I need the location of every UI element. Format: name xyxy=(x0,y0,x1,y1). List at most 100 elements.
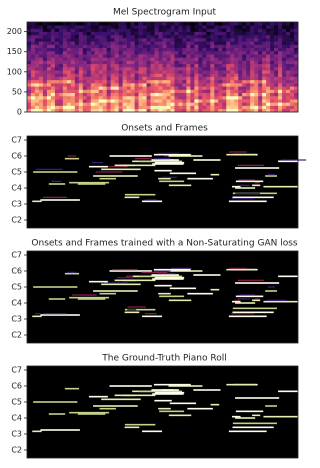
spectrogram-cell xyxy=(214,25,219,29)
spectrogram-cell xyxy=(114,44,119,49)
spectrogram-cell xyxy=(294,57,299,61)
spectrogram-cell xyxy=(150,86,155,90)
spectrogram-cell xyxy=(250,95,255,100)
spectrogram-cell xyxy=(62,38,68,42)
spectrogram-cell xyxy=(194,44,199,49)
spectrogram-cell xyxy=(110,54,115,58)
spectrogram-cell xyxy=(142,67,147,71)
spectrogram-cell xyxy=(42,47,48,52)
spectrogram-cell xyxy=(54,47,60,52)
spectrogram-cell xyxy=(198,89,203,94)
spectrogram-cell xyxy=(98,79,104,84)
spectrogram-cell xyxy=(42,95,48,100)
spectrogram-cell xyxy=(262,108,267,113)
spectrogram-cell xyxy=(58,108,64,113)
spectrogram-cell xyxy=(27,70,32,74)
spectrogram-cell xyxy=(222,73,227,77)
spectrogram-cell xyxy=(250,25,255,29)
spectrogram-cell xyxy=(266,34,271,39)
spectrogram-cell xyxy=(210,47,215,52)
plot-frame xyxy=(26,21,299,113)
spectrogram-cell xyxy=(114,70,119,74)
spectrogram-cell xyxy=(234,60,239,65)
spectrogram-cell xyxy=(182,25,187,29)
spectrogram-cell xyxy=(110,67,115,71)
spectrogram-cell xyxy=(270,60,275,65)
spectrogram-cell xyxy=(34,105,40,110)
spectrogram-cell xyxy=(102,54,108,58)
spectrogram-cell xyxy=(206,99,211,103)
spectrogram-cell xyxy=(218,28,223,32)
spectrogram-cell xyxy=(50,41,56,45)
spectrogram-cell xyxy=(202,86,207,90)
spectrogram-cell xyxy=(238,54,243,58)
spectrogram-cell xyxy=(114,86,119,90)
spectrogram-cell xyxy=(110,41,115,45)
spectrogram-cell xyxy=(262,47,267,52)
spectrogram-cell xyxy=(98,47,104,52)
spectrogram-cell xyxy=(154,83,159,87)
spectrogram-cell xyxy=(254,73,259,77)
spectrogram-cell xyxy=(242,25,247,29)
spectrogram-cell xyxy=(262,50,267,55)
spectrogram-cell xyxy=(158,73,163,77)
spectrogram-cell xyxy=(146,34,151,39)
spectrogram-cell xyxy=(206,28,211,32)
spectrogram-cell xyxy=(206,57,211,61)
spectrogram-cell xyxy=(238,89,243,94)
spectrogram-cell xyxy=(258,89,263,94)
spectrogram-cell xyxy=(202,102,207,106)
spectrogram-cell xyxy=(118,38,123,42)
note xyxy=(235,167,280,169)
spectrogram-cell xyxy=(290,28,295,32)
spectrogram-cell xyxy=(142,60,147,65)
spectrogram-cell xyxy=(86,86,92,90)
spectrogram-cell xyxy=(154,57,159,61)
spectrogram-cell xyxy=(162,73,167,77)
spectrogram-cell xyxy=(178,83,183,87)
spectrogram-cell xyxy=(66,44,72,49)
spectrogram-cell xyxy=(254,38,259,42)
spectrogram-cell xyxy=(178,79,183,84)
spectrogram-cell xyxy=(98,25,104,29)
spectrogram-cell xyxy=(214,108,219,113)
spectrogram-cell xyxy=(182,31,187,36)
spectrogram-cell xyxy=(182,57,187,61)
spectrogram-cell xyxy=(126,50,131,55)
spectrogram-cell xyxy=(178,70,183,74)
spectrogram-cell xyxy=(78,60,84,65)
spectrogram-cell xyxy=(282,47,287,52)
spectrogram-cell xyxy=(46,76,52,81)
spectrogram-cell xyxy=(206,25,211,29)
spectrogram-cell xyxy=(226,73,231,77)
spectrogram-cell xyxy=(238,28,243,32)
spectrogram-cell xyxy=(286,41,291,45)
spectrogram-cell xyxy=(226,102,231,106)
spectrogram-cell xyxy=(78,102,84,106)
spectrogram-cell xyxy=(158,86,163,90)
spectrogram-cell xyxy=(27,31,32,36)
spectrogram-cell xyxy=(74,54,80,58)
spectrogram-cell xyxy=(294,83,299,87)
note xyxy=(263,415,298,418)
spectrogram-cell xyxy=(82,92,88,97)
spectrogram-cell xyxy=(82,50,88,55)
spectrogram-cell xyxy=(98,105,104,110)
spectrogram-cell xyxy=(46,31,52,36)
spectrogram-cell xyxy=(174,83,179,87)
spectrogram-cell xyxy=(62,54,68,58)
spectrogram-cell xyxy=(66,83,72,87)
spectrogram-cell xyxy=(50,79,56,84)
spectrogram-cell xyxy=(214,63,219,68)
spectrogram-cell xyxy=(106,50,111,55)
spectrogram-cell xyxy=(198,25,203,29)
spectrogram-cell xyxy=(110,63,115,68)
spectrogram-cell xyxy=(214,79,219,84)
spectrogram-cell xyxy=(266,73,271,77)
spectrogram-cell xyxy=(130,108,135,113)
spectrogram-cell xyxy=(146,73,151,77)
spectrogram-cell xyxy=(94,99,100,103)
spectrogram-cell xyxy=(214,99,219,103)
spectrogram-cell xyxy=(190,25,195,29)
spectrogram-cell xyxy=(242,44,247,49)
